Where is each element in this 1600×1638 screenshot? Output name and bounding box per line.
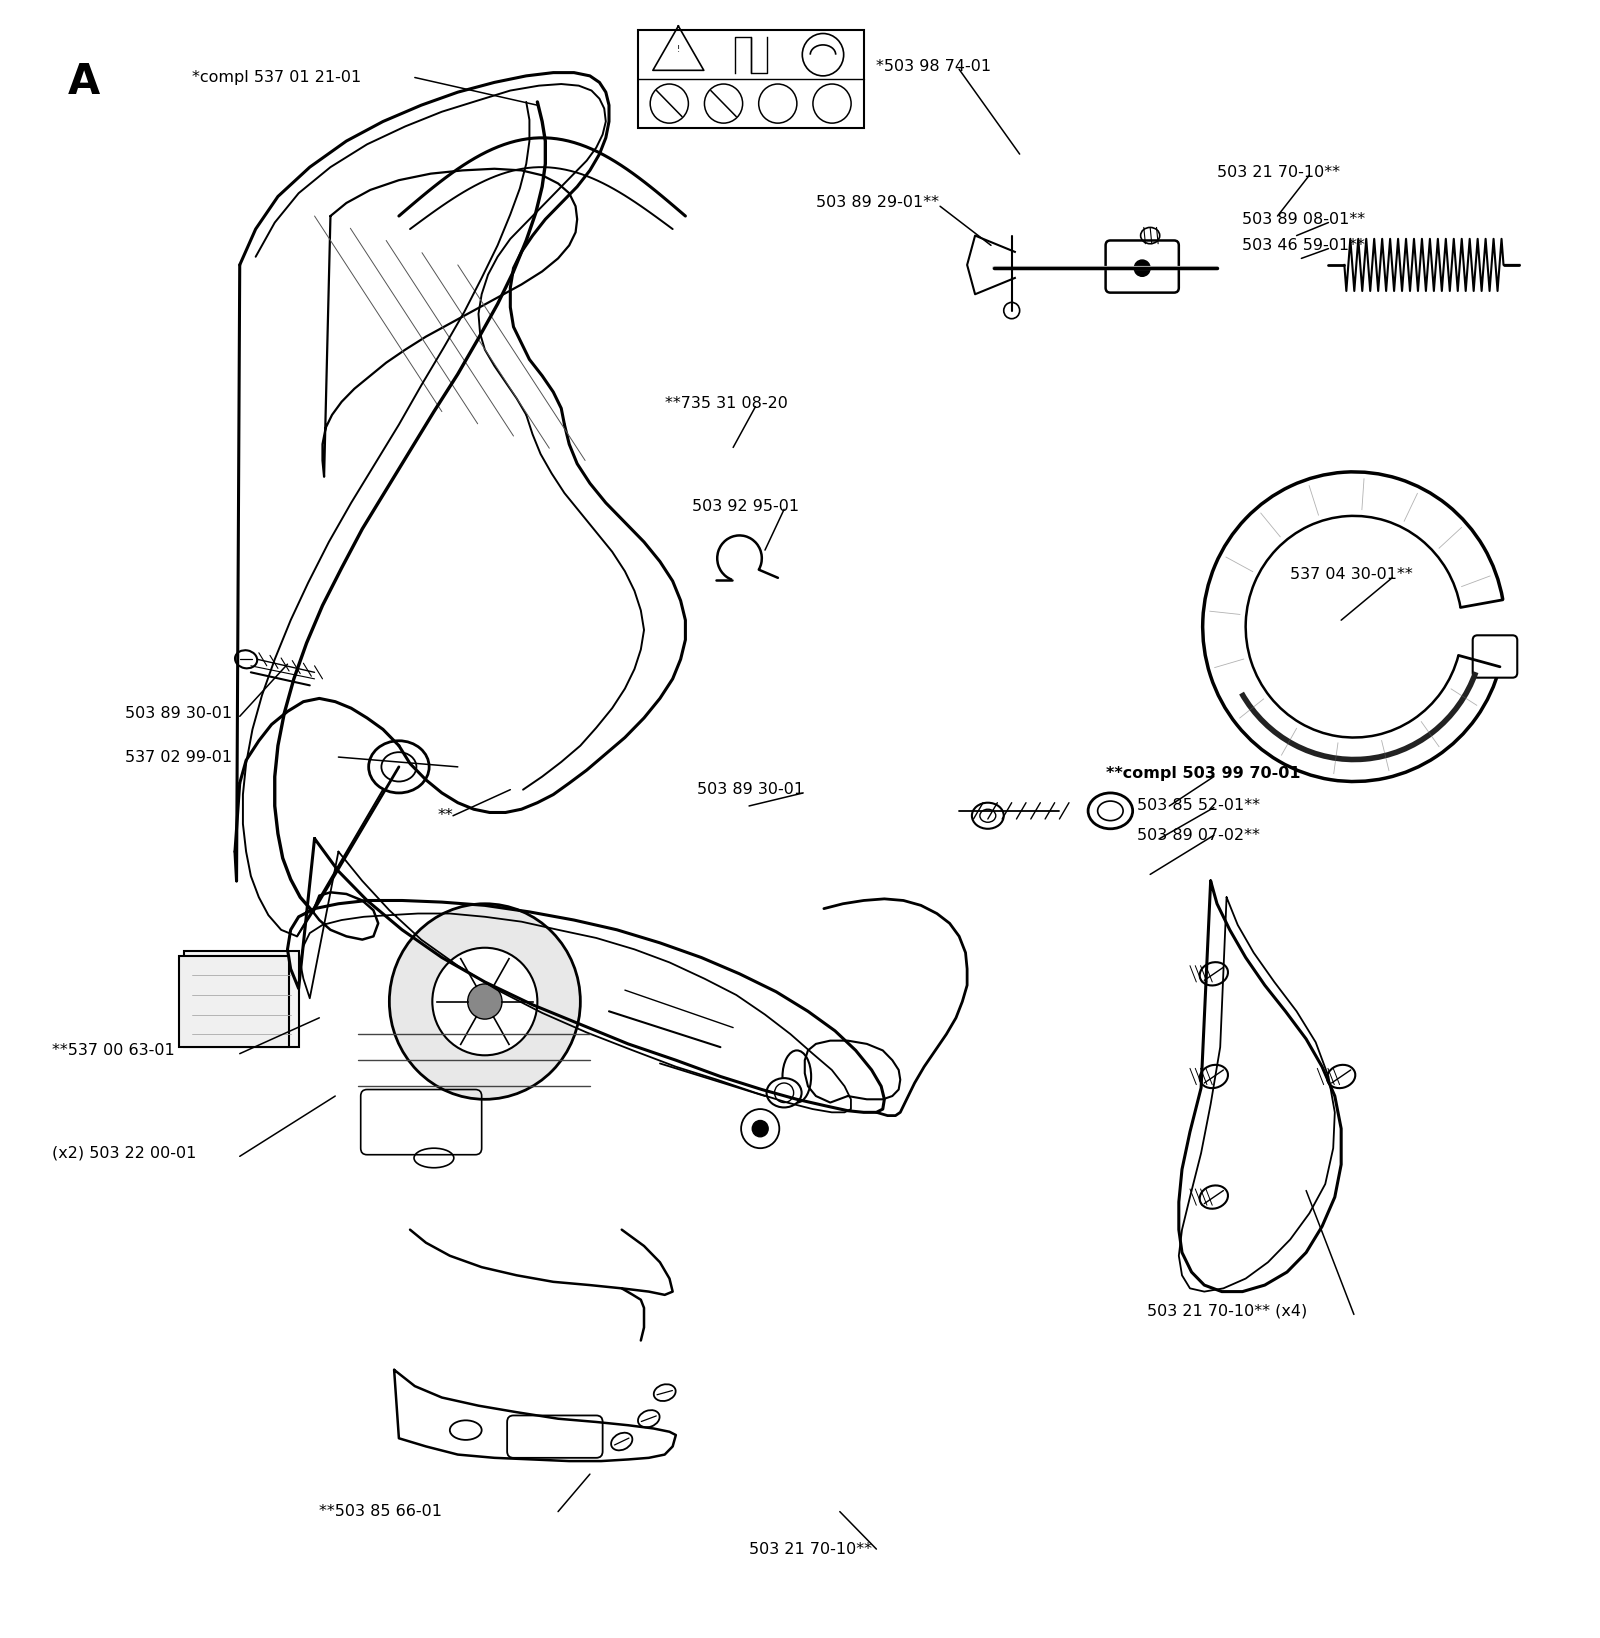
Text: **503 85 66-01: **503 85 66-01: [320, 1504, 442, 1518]
Text: *503 98 74-01: *503 98 74-01: [877, 59, 992, 74]
Text: !: !: [677, 44, 680, 54]
Ellipse shape: [1200, 1186, 1227, 1209]
Text: 503 89 08-01**: 503 89 08-01**: [1243, 211, 1366, 226]
Text: 503 46 59-01**: 503 46 59-01**: [1243, 238, 1365, 252]
Ellipse shape: [1088, 793, 1133, 829]
Text: 503 21 70-10** (x4): 503 21 70-10** (x4): [1147, 1304, 1307, 1319]
Circle shape: [467, 984, 502, 1019]
FancyBboxPatch shape: [184, 952, 299, 1047]
Ellipse shape: [654, 1384, 675, 1400]
Text: 537 04 30-01**: 537 04 30-01**: [1290, 567, 1413, 581]
Ellipse shape: [1200, 1065, 1227, 1088]
Circle shape: [752, 1120, 768, 1137]
Circle shape: [432, 948, 538, 1055]
Text: 537 02 99-01: 537 02 99-01: [125, 750, 232, 765]
Text: **537 00 63-01: **537 00 63-01: [51, 1043, 174, 1058]
Text: **: **: [437, 808, 453, 824]
Text: (x2) 503 22 00-01: (x2) 503 22 00-01: [51, 1145, 197, 1161]
Text: *compl 537 01 21-01: *compl 537 01 21-01: [192, 70, 362, 85]
Polygon shape: [966, 236, 1014, 295]
Text: **735 31 08-20: **735 31 08-20: [664, 396, 787, 411]
Text: 503 89 30-01: 503 89 30-01: [696, 783, 803, 798]
Ellipse shape: [766, 1078, 802, 1107]
Bar: [638, 29, 864, 128]
Text: 503 92 95-01: 503 92 95-01: [691, 498, 798, 514]
FancyBboxPatch shape: [179, 957, 290, 1047]
Text: 503 89 30-01: 503 89 30-01: [125, 706, 232, 721]
Text: 503 85 52-01**: 503 85 52-01**: [1138, 798, 1261, 814]
Text: 503 21 70-10**: 503 21 70-10**: [1218, 164, 1341, 180]
Text: 503 89 29-01**: 503 89 29-01**: [816, 195, 939, 211]
Ellipse shape: [1200, 962, 1227, 986]
Ellipse shape: [235, 650, 258, 668]
Ellipse shape: [368, 740, 429, 793]
Ellipse shape: [1326, 1065, 1355, 1088]
Circle shape: [389, 904, 581, 1099]
Ellipse shape: [971, 803, 1003, 829]
FancyBboxPatch shape: [1472, 636, 1517, 678]
Text: 503 21 70-10**: 503 21 70-10**: [749, 1541, 872, 1556]
Text: 503 89 07-02**: 503 89 07-02**: [1138, 827, 1261, 844]
FancyBboxPatch shape: [1106, 241, 1179, 293]
Ellipse shape: [611, 1433, 632, 1450]
Ellipse shape: [638, 1410, 659, 1427]
Text: **compl 503 99 70-01: **compl 503 99 70-01: [1106, 767, 1301, 781]
Text: A: A: [67, 61, 101, 103]
Circle shape: [1134, 260, 1150, 277]
